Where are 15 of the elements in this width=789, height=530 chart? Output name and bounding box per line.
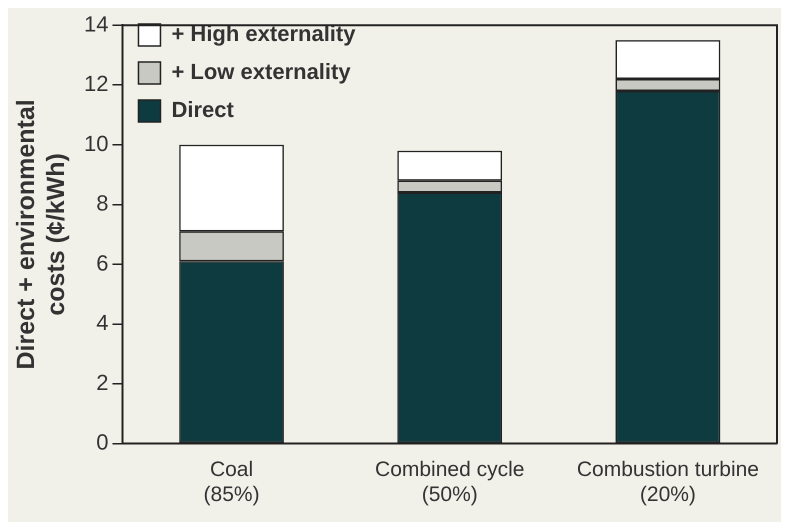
y-tick-label: 6: [96, 250, 108, 276]
x-tick-label: Combined cycle (50%): [375, 458, 524, 506]
y-tick-label: 0: [96, 430, 108, 455]
y-tick-label: 8: [96, 190, 108, 216]
y-tick-label: 4: [96, 310, 108, 336]
x-tick-label: Combustion turbine (20%): [576, 458, 759, 506]
y-tick-label: 14: [84, 11, 108, 36]
y-axis-title: Direct + environmental costs (¢/kWh): [12, 99, 70, 370]
legend-label: Direct: [171, 97, 235, 122]
legend-label: + Low externality: [171, 59, 352, 84]
y-tick-label: 2: [96, 370, 108, 395]
x-tick-label: Coal (85%): [204, 458, 260, 506]
y-tick-label: 10: [84, 130, 108, 156]
y-tick-label: 12: [84, 71, 108, 96]
legend-label: + High externality: [171, 21, 356, 46]
